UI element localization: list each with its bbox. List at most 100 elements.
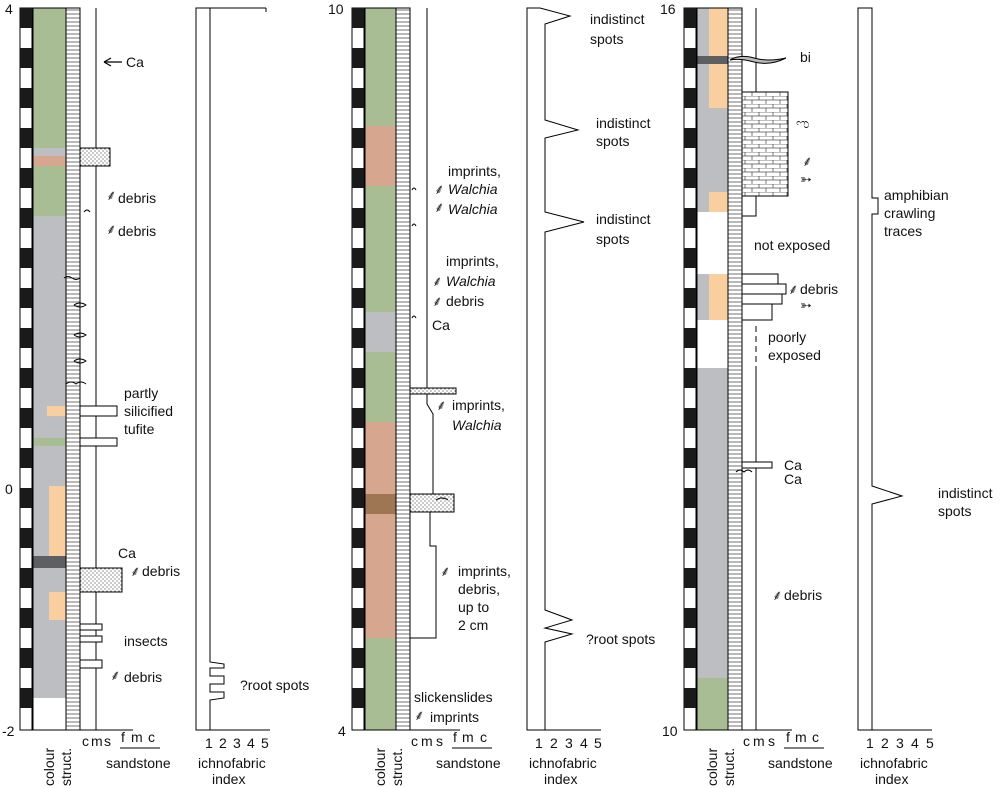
note-upto: up to [458, 599, 489, 615]
ichnofabric-track-1 [195, 7, 270, 731]
note-spots-1a: indistinct [590, 11, 645, 27]
axis-sandstone: sandstone [436, 755, 501, 771]
note-root-spots-1: ?root spots [240, 677, 309, 693]
leaf-icon: ⸙ [106, 221, 117, 237]
ichno-tick: 3 [565, 735, 573, 751]
leaf-icon: ⸙ [130, 563, 141, 579]
note-bi: bi [800, 49, 811, 65]
note-silicified: silicified [124, 403, 173, 419]
depth-label-bottom: -2 [2, 723, 15, 739]
axis-sandstone: sandstone [768, 755, 833, 771]
grain-f: f [786, 729, 790, 745]
depth-label-bottom: 4 [338, 723, 346, 739]
note-exposed: exposed [768, 347, 821, 363]
note-debris-3: debris [142, 563, 180, 579]
log-panel-3: 16 10 [660, 1, 993, 787]
grain-cc: c [812, 729, 819, 745]
note-debris-2: debris [784, 587, 822, 603]
note-imprints-5: imprints [430, 709, 479, 725]
grain-m: m [91, 733, 103, 749]
note-debris-1: debris [800, 281, 838, 297]
grain-mm: m [462, 729, 474, 745]
note-walchia-3: Walchia [446, 273, 496, 289]
leaf-icon: ⸙ [436, 397, 447, 413]
grain-cc: c [148, 729, 155, 745]
note-crawling: crawling [884, 205, 935, 221]
grain-c: c [82, 733, 89, 749]
note-debris-2: debris [118, 223, 156, 239]
ichno-tick: 3 [896, 735, 904, 751]
note-ca: Ca [432, 317, 450, 333]
ichno-tick: 2 [219, 735, 227, 751]
ichno-tick: 1 [205, 735, 213, 751]
note-imprints-2: imprints, [446, 253, 499, 269]
axis-struct: struct. [58, 748, 74, 786]
note-traces: traces [884, 223, 922, 239]
structure-column-2 [395, 7, 411, 731]
note-insects: insects [124, 633, 168, 649]
log-panel-2: 10 4 imprints, ⸙ [328, 1, 655, 787]
grain-s: s [768, 733, 775, 749]
note-not-exposed: not exposed [754, 237, 830, 253]
note-spots-2a: indistinct [596, 115, 651, 131]
leaf-icon: ⸙ [434, 181, 445, 197]
colour-column-3 [696, 7, 729, 731]
depth-label-top: 10 [328, 1, 344, 17]
leaf-icon: ⸙ [414, 707, 425, 723]
leaf-icon: ⸙ [432, 273, 443, 289]
grain-mm: m [795, 729, 807, 745]
ichno-tick: 5 [926, 735, 934, 751]
note-debris-4: debris [124, 669, 162, 685]
ichno-tick: 2 [550, 735, 558, 751]
note-ca-top: Ca [126, 54, 144, 70]
note-debris-1: debris [446, 293, 484, 309]
note-spots-2b: spots [596, 133, 629, 149]
axis-struct: struct. [389, 748, 405, 786]
note-partly: partly [124, 385, 158, 401]
note-amphibian: amphibian [884, 187, 949, 203]
structure-column-1 [65, 7, 81, 731]
grain-s: s [436, 733, 443, 749]
grain-c: c [411, 733, 418, 749]
axis-sandstone: sandstone [106, 755, 171, 771]
fish-icon: ➳ [800, 171, 812, 187]
depth-label-top: 16 [660, 1, 676, 17]
ichno-label-1: ichnofabric [860, 755, 928, 771]
leaf-icon: ⸙ [432, 293, 443, 309]
grain-s: s [104, 733, 111, 749]
fish-icon: ➳ [800, 297, 812, 313]
note-walchia-2: Walchia [448, 201, 498, 217]
depth-scale-2 [351, 7, 365, 731]
note-imprints-3: imprints, [452, 397, 505, 413]
note-root-spots-2: ?root spots [586, 631, 655, 647]
leaf-icon: ⸙ [772, 587, 783, 603]
leaf-icon: ⸙ [434, 199, 445, 215]
leaf-icon: ⸙ [110, 667, 121, 683]
note-ca-2: Ca [784, 471, 802, 487]
note-tufite: tufite [124, 421, 155, 437]
axis-colour: colour [704, 748, 720, 786]
ichno-tick: 4 [247, 735, 255, 751]
grain-profile-3 [729, 8, 792, 731]
colour-column-1 [32, 7, 67, 731]
depth-label-mid: 0 [5, 481, 13, 497]
ichno-label-2: index [212, 771, 245, 787]
axis-struct: struct. [721, 748, 737, 786]
leaf-icon: ⸙ [106, 187, 117, 203]
leaf-icon: ⸙ [802, 153, 813, 169]
ichnofabric-track-2 [526, 7, 601, 731]
grain-c: c [743, 733, 750, 749]
ichnofabric-track-3 [857, 7, 932, 731]
note-spots-3b: spots [596, 231, 629, 247]
ichno-label-2: index [544, 771, 577, 787]
ichno-tick: 5 [594, 735, 602, 751]
note-debris-1: debris [118, 190, 156, 206]
note-slickenslides: slickenslides [414, 689, 493, 705]
note-2cm: 2 cm [458, 617, 488, 633]
axis-colour: colour [41, 748, 57, 786]
note-walchia-1: Walchia [448, 181, 498, 197]
depth-label-top: 4 [5, 1, 13, 17]
grain-f: f [453, 729, 457, 745]
depth-scale-1 [19, 7, 33, 731]
